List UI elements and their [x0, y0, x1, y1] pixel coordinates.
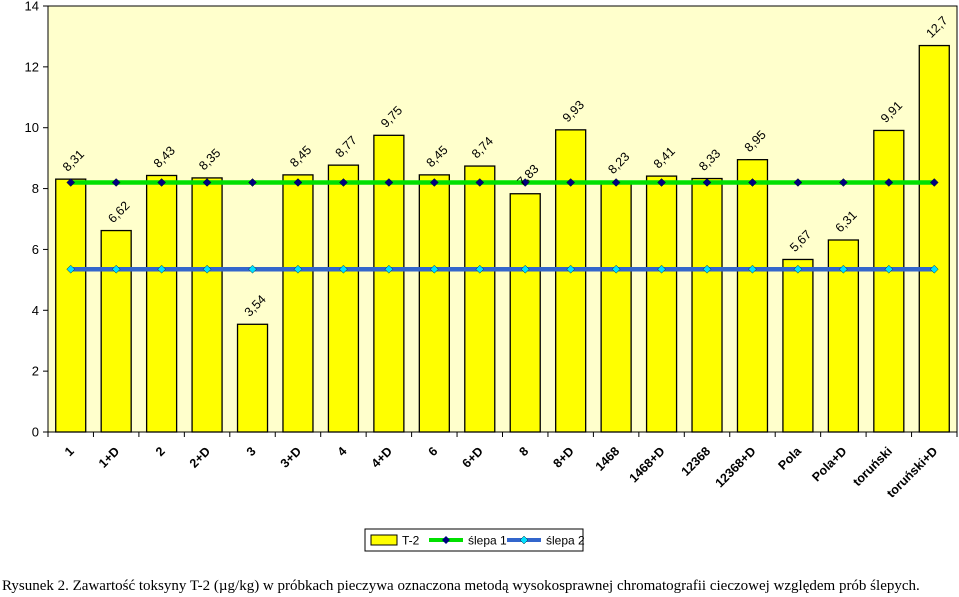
legend-label: ślepa 2	[546, 534, 585, 548]
reference-marker	[339, 178, 348, 187]
reference-marker	[566, 178, 575, 187]
legend-label: T-2	[402, 534, 420, 548]
bar	[236, 323, 269, 433]
bar	[418, 174, 450, 433]
bar	[918, 44, 950, 433]
bar	[873, 129, 905, 433]
bar	[600, 180, 632, 433]
x-tick-label: 12368	[679, 444, 714, 479]
reference-marker	[702, 264, 712, 274]
y-tick-label: 4	[32, 303, 39, 318]
x-tick-label: Pola	[775, 443, 804, 472]
bar	[645, 175, 678, 433]
reference-marker	[111, 178, 121, 187]
bar	[691, 177, 723, 433]
y-tick-label: 2	[32, 364, 39, 379]
bar	[736, 159, 769, 433]
bar	[782, 258, 814, 433]
reference-marker	[839, 178, 848, 187]
reference-marker	[748, 264, 757, 274]
bar	[100, 229, 132, 433]
bar	[464, 165, 496, 433]
reference-marker	[111, 264, 121, 274]
reference-marker	[475, 178, 485, 187]
reference-marker	[384, 264, 394, 274]
reference-marker	[248, 178, 257, 187]
reference-marker	[339, 264, 348, 274]
reference-marker	[884, 178, 894, 187]
y-tick-label: 12	[25, 59, 39, 74]
y-tick-label: 14	[25, 0, 39, 14]
reference-marker	[657, 178, 666, 187]
reference-marker	[657, 264, 666, 274]
reference-marker	[430, 178, 439, 187]
legend-swatch-bar	[370, 534, 398, 546]
x-tick-label: 8+D	[550, 444, 576, 470]
x-tick-label: 1468+D	[627, 444, 668, 485]
reference-marker	[884, 264, 894, 274]
x-tick-label: 12368+D	[713, 444, 759, 490]
reference-marker	[475, 264, 485, 274]
legend-label: ślepa 1	[468, 534, 507, 548]
reference-marker	[611, 264, 621, 274]
reference-marker	[430, 264, 439, 274]
reference-marker	[384, 178, 394, 187]
reference-marker	[293, 178, 303, 187]
reference-marker	[839, 264, 848, 274]
x-tick-label: 1468	[593, 444, 623, 474]
legend-swatch-marker	[519, 535, 529, 545]
reference-marker	[702, 178, 712, 187]
figure-caption: Rysunek 2. Zawartość toksyny T-2 (µg/kg)…	[2, 578, 920, 594]
y-tick-label: 0	[32, 425, 39, 440]
x-tick-label: 1	[62, 444, 77, 459]
x-tick-label: Pola+D	[809, 444, 849, 484]
plot-area	[47, 5, 958, 433]
bar	[191, 177, 223, 433]
reference-marker	[157, 264, 166, 274]
reference-marker	[611, 178, 621, 187]
x-tick-label: 4+D	[369, 444, 395, 470]
bar	[145, 174, 178, 433]
bar	[55, 178, 87, 433]
bar	[282, 174, 314, 433]
x-tick-label: 3+D	[278, 444, 304, 470]
bar	[509, 193, 541, 433]
reference-marker	[248, 264, 257, 274]
y-tick-label: 10	[25, 120, 39, 135]
bar	[327, 164, 360, 433]
y-tick-label: 6	[32, 242, 39, 257]
x-tick-label: 3	[244, 444, 259, 459]
x-tick-label: 6+D	[460, 444, 486, 470]
reference-marker	[520, 264, 530, 274]
reference-marker	[929, 264, 939, 274]
reference-marker	[748, 178, 757, 187]
bar	[555, 129, 587, 433]
x-tick-label: toruński	[850, 444, 895, 489]
legend	[364, 528, 584, 552]
x-tick-label: 2	[153, 444, 168, 459]
reference-marker	[793, 178, 803, 187]
reference-marker	[202, 264, 212, 274]
y-tick-label: 8	[32, 181, 39, 196]
reference-marker	[202, 178, 212, 187]
reference-marker	[793, 264, 803, 274]
x-tick-label: 1+D	[96, 444, 122, 470]
reference-marker	[929, 178, 939, 187]
reference-marker	[66, 264, 76, 274]
reference-marker	[66, 178, 76, 187]
x-tick-label: 2+D	[187, 444, 213, 470]
x-tick-label: 6	[426, 444, 441, 459]
reference-marker	[293, 264, 303, 274]
reference-marker	[157, 178, 166, 187]
x-tick-label: 4	[335, 444, 350, 459]
reference-marker	[566, 264, 575, 274]
reference-marker	[520, 178, 530, 187]
x-tick-label: 8	[517, 444, 532, 459]
legend-swatch-marker	[442, 536, 450, 544]
